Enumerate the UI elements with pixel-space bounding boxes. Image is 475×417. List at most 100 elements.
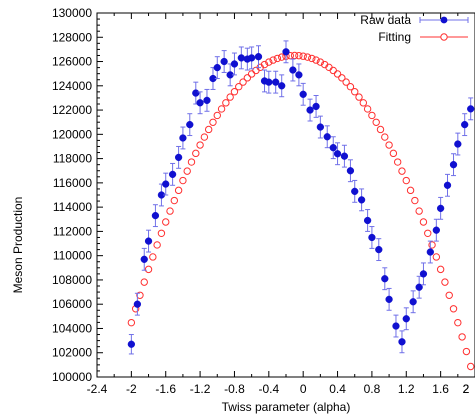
fit-point xyxy=(299,52,307,60)
x-axis-ticks: -2.4 -2 -1.6 -1.2 -0.8 -0.4 0 0.4 0.8 1.2 1.6 22 xyxy=(87,13,470,396)
legend-sample-fit xyxy=(420,33,468,41)
raw-data-point xyxy=(213,63,221,72)
fit-point xyxy=(247,70,256,78)
raw-data-point xyxy=(368,233,376,242)
raw-data-point xyxy=(357,196,366,204)
fit-point xyxy=(157,229,166,237)
raw-data-point xyxy=(419,270,428,278)
y-tick-label: 120000 xyxy=(52,127,92,141)
raw-data-point xyxy=(392,322,400,330)
raw-data-point xyxy=(432,226,440,234)
fit-point xyxy=(428,241,436,249)
y-tick-label: 128000 xyxy=(52,30,92,44)
fit-point xyxy=(196,141,204,149)
x-tick-label: -0.4 xyxy=(258,382,279,396)
y-axis-ticks: 100000 102000 104000 106000 108000 110000 1120… xyxy=(52,6,103,384)
fit-point xyxy=(424,229,432,237)
fit-point xyxy=(402,176,410,185)
fit-point xyxy=(209,118,217,126)
fit-point xyxy=(415,207,423,215)
fit-point xyxy=(445,291,453,299)
raw-data-point xyxy=(133,300,142,308)
fit-point xyxy=(166,207,174,215)
legend-label-fit: Fitting xyxy=(378,30,411,44)
x-tick-label: 1.6 xyxy=(432,382,449,396)
y-tick-label: 118000 xyxy=(53,152,92,166)
raw-data-point xyxy=(196,99,204,107)
fit-point xyxy=(235,83,243,91)
raw-data-point xyxy=(203,96,211,105)
raw-data-point xyxy=(174,153,183,162)
raw-data-point xyxy=(329,144,337,152)
raw-data-point xyxy=(272,78,280,86)
legend-marker-raw xyxy=(440,16,448,24)
x-axis-label: Twiss parameter (alpha) xyxy=(222,400,351,414)
raw-data-point xyxy=(363,216,372,225)
fit-point xyxy=(312,56,320,64)
raw-data-point xyxy=(151,211,160,220)
fit-point xyxy=(355,93,363,101)
fit-point xyxy=(162,218,170,226)
raw-data-point xyxy=(402,315,410,323)
raw-data-point xyxy=(346,167,355,175)
fit-point xyxy=(436,265,445,274)
fit-point xyxy=(467,362,475,371)
x-tick-label: 0.8 xyxy=(364,382,381,396)
fit-point xyxy=(393,158,402,166)
fit-point xyxy=(200,133,209,141)
legend-label-raw: Raw data xyxy=(360,13,411,27)
fit-point xyxy=(217,105,226,113)
fit-point xyxy=(419,218,428,226)
raw-data-point xyxy=(140,255,148,263)
raw-series xyxy=(127,40,475,355)
fit-point xyxy=(385,141,393,149)
fit-point xyxy=(329,66,337,75)
y-tick-label: 112000 xyxy=(53,224,92,238)
fit-point xyxy=(187,158,196,166)
raw-data-point xyxy=(385,295,393,303)
fit-point xyxy=(389,149,398,158)
raw-data-point xyxy=(449,161,458,169)
fit-point xyxy=(449,305,458,313)
fit-point xyxy=(153,241,161,249)
fit-point xyxy=(454,318,462,327)
raw-data-point xyxy=(375,245,383,254)
fit-point xyxy=(286,51,294,60)
raw-data-point xyxy=(316,123,325,131)
raw-data-point xyxy=(295,71,303,79)
raw-data-point xyxy=(230,60,239,68)
fit-point xyxy=(346,83,355,91)
raw-data-point xyxy=(398,338,406,346)
raw-data-point xyxy=(323,133,331,141)
y-axis-label: Meson Production xyxy=(11,197,25,294)
fit-point xyxy=(441,278,449,286)
raw-data-point xyxy=(254,53,263,61)
raw-data-point xyxy=(351,187,359,196)
raw-data-point xyxy=(278,82,286,90)
raw-data-point xyxy=(282,48,290,56)
legend: Raw data Fitting xyxy=(360,13,469,44)
y-tick-label: 114000 xyxy=(53,200,92,214)
x-tick-label: 2 xyxy=(463,382,470,396)
fit-series xyxy=(127,51,475,371)
raw-data-point xyxy=(454,140,462,148)
fit-point xyxy=(265,58,273,66)
raw-data-point xyxy=(168,170,177,179)
raw-data-point xyxy=(381,275,389,283)
raw-data-point xyxy=(409,298,417,306)
fit-point xyxy=(260,60,269,69)
fit-point xyxy=(372,118,380,126)
y-tick-label: 106000 xyxy=(52,297,92,311)
raw-data-point xyxy=(436,204,445,212)
fit-point xyxy=(338,74,346,82)
fit-point xyxy=(342,78,350,86)
fit-point xyxy=(303,53,312,61)
x-tick-label: 2 xyxy=(463,382,470,396)
raw-data-point xyxy=(186,120,194,129)
raw-data-point xyxy=(306,106,314,114)
fit-point xyxy=(144,265,153,274)
fit-point xyxy=(458,333,466,341)
raw-data-point xyxy=(247,54,256,62)
y-tick-label: 126000 xyxy=(52,55,92,69)
raw-data-point xyxy=(192,89,200,97)
